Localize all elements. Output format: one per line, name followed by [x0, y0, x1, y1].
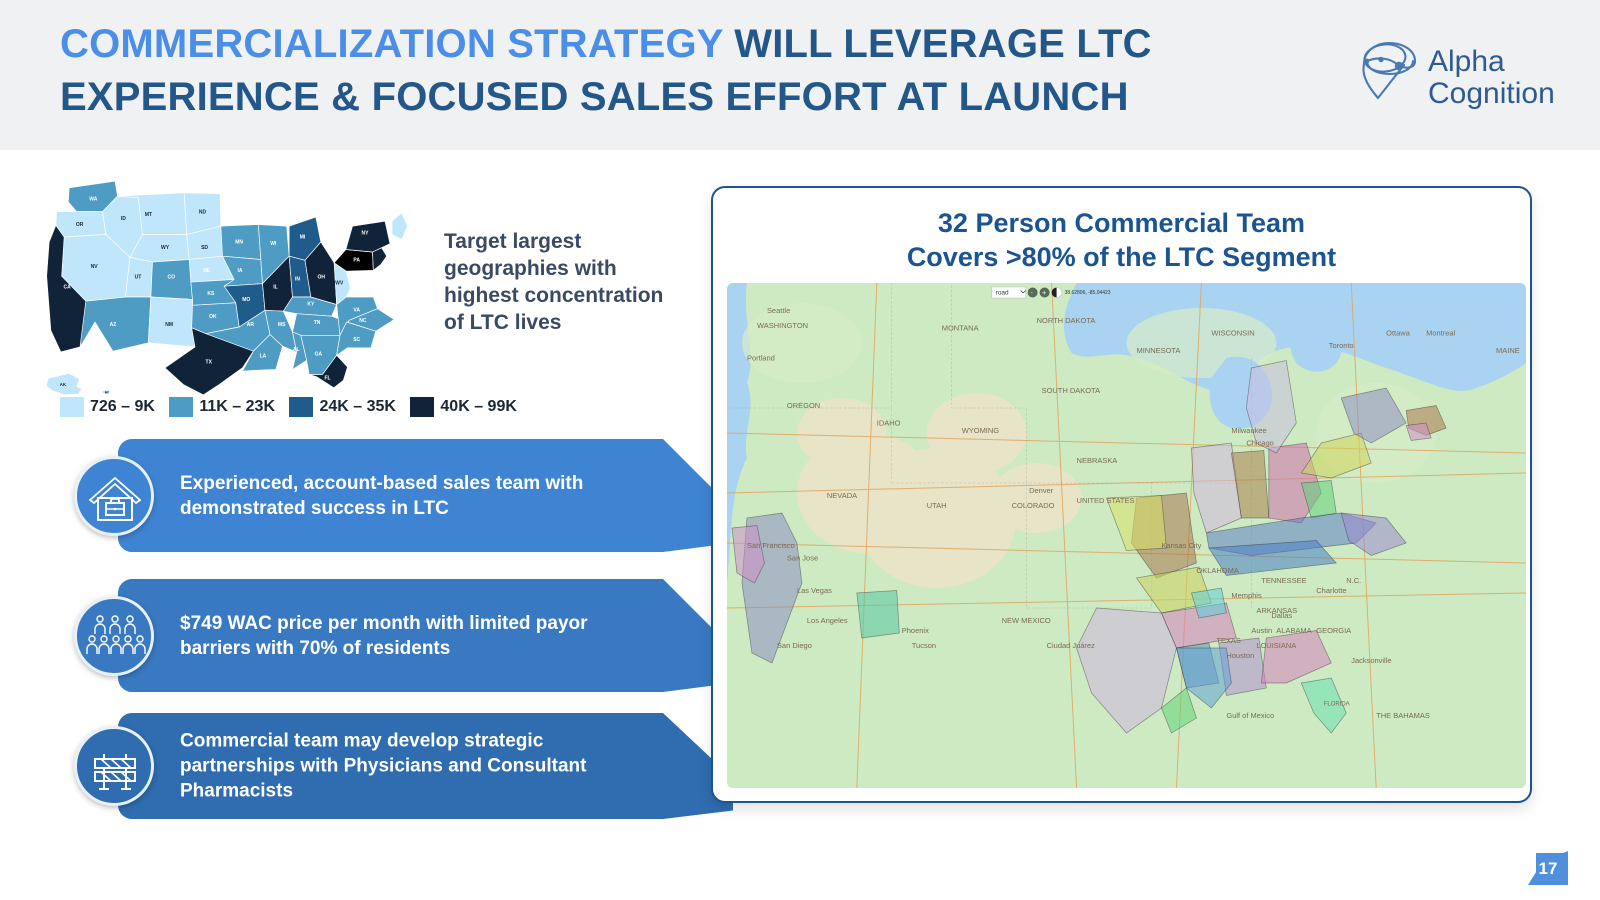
svg-text:NY: NY: [362, 231, 370, 237]
svg-text:Jacksonville: Jacksonville: [1351, 656, 1391, 665]
svg-text:WY: WY: [161, 245, 170, 251]
svg-text:PA: PA: [353, 258, 360, 264]
svg-text:MN: MN: [235, 240, 243, 246]
svg-text:FLORIDA: FLORIDA: [1324, 701, 1350, 707]
svg-text:IL: IL: [273, 285, 277, 291]
svg-text:GA: GA: [315, 351, 323, 357]
svg-text:AZ: AZ: [110, 322, 117, 328]
svg-text:WI: WI: [270, 241, 277, 247]
svg-text:LA: LA: [260, 353, 267, 359]
svg-text:SOUTH DAKOTA: SOUTH DAKOTA: [1042, 386, 1100, 395]
svg-text:CO: CO: [168, 274, 176, 280]
svg-text:NEBRASKA: NEBRASKA: [1077, 456, 1118, 465]
svg-text:IA: IA: [238, 268, 243, 274]
svg-text:Charlotte: Charlotte: [1316, 586, 1346, 595]
svg-text:UNITED STATES: UNITED STATES: [1077, 496, 1135, 505]
svg-text:KY: KY: [307, 301, 315, 307]
svg-text:OH: OH: [318, 274, 326, 280]
svg-text:MS: MS: [278, 322, 286, 328]
svg-text:OR: OR: [76, 222, 84, 228]
svg-text:NEW MEXICO: NEW MEXICO: [1002, 616, 1051, 625]
svg-text:SC: SC: [353, 337, 360, 343]
svg-text:San Diego: San Diego: [777, 641, 812, 650]
svg-text:NEVADA: NEVADA: [827, 491, 857, 500]
svg-text:Las Vegas: Las Vegas: [797, 586, 832, 595]
svg-text:GEORGIA: GEORGIA: [1316, 626, 1351, 635]
svg-text:TEXAS: TEXAS: [1216, 636, 1241, 645]
svg-text:Dallas: Dallas: [1271, 611, 1292, 620]
svg-text:WISCONSIN: WISCONSIN: [1211, 328, 1254, 337]
svg-text:NE: NE: [203, 268, 211, 274]
svg-text:VA: VA: [353, 308, 360, 314]
svg-text:CA: CA: [63, 285, 71, 291]
svg-text:Ottawa: Ottawa: [1386, 328, 1411, 337]
svg-text:ALABAMA: ALABAMA: [1276, 626, 1311, 635]
svg-text:ND: ND: [199, 210, 207, 216]
svg-text:MI: MI: [300, 235, 306, 241]
svg-text:Denver: Denver: [1029, 486, 1054, 495]
svg-text:MO: MO: [242, 297, 250, 303]
svg-text:AK: AK: [60, 382, 67, 387]
svg-text:TX: TX: [206, 360, 213, 366]
svg-text:NV: NV: [91, 264, 99, 270]
svg-text:Seattle: Seattle: [767, 306, 790, 315]
svg-text:THE BAHAMAS: THE BAHAMAS: [1376, 711, 1430, 720]
svg-text:KS: KS: [207, 291, 215, 297]
svg-text:Portland: Portland: [747, 353, 775, 362]
svg-text:Gulf of Mexico: Gulf of Mexico: [1226, 711, 1274, 720]
svg-text:LOUISIANA: LOUISIANA: [1256, 641, 1296, 650]
svg-text:Milwaukee: Milwaukee: [1231, 426, 1266, 435]
svg-text:AL: AL: [293, 347, 300, 353]
svg-text:-: -: [1031, 289, 1033, 296]
svg-text:SD: SD: [201, 245, 208, 251]
svg-text:road: road: [996, 289, 1009, 296]
svg-text:WYOMING: WYOMING: [962, 426, 1000, 435]
svg-text:Chicago: Chicago: [1246, 438, 1273, 447]
svg-text:Tucson: Tucson: [912, 641, 936, 650]
svg-text:MINNESOTA: MINNESOTA: [1136, 346, 1180, 355]
svg-text:Kansas City: Kansas City: [1161, 541, 1201, 550]
svg-text:Ciudad Juárez: Ciudad Juárez: [1047, 641, 1095, 650]
svg-text:Houston: Houston: [1226, 651, 1254, 660]
svg-text:Memphis: Memphis: [1231, 591, 1262, 600]
svg-text:38.62806, -85.04423: 38.62806, -85.04423: [1065, 290, 1111, 296]
svg-text:Toronto: Toronto: [1329, 341, 1354, 350]
svg-text:AR: AR: [247, 322, 255, 328]
svg-text:San Jose: San Jose: [787, 553, 818, 562]
svg-text:Cognition: Cognition: [1428, 77, 1555, 110]
svg-text:UTAH: UTAH: [927, 501, 947, 510]
svg-text:Los Angeles: Los Angeles: [807, 616, 848, 625]
svg-text:OKLAHOMA: OKLAHOMA: [1196, 566, 1238, 575]
svg-text:MAINE: MAINE: [1496, 346, 1520, 355]
svg-text:TENNESSEE: TENNESSEE: [1261, 576, 1306, 585]
svg-text:TN: TN: [314, 320, 321, 326]
svg-text:San Francisco: San Francisco: [747, 541, 795, 550]
svg-text:WA: WA: [89, 196, 97, 202]
svg-text:OREGON: OREGON: [787, 401, 820, 410]
svg-text:N.C.: N.C.: [1346, 576, 1361, 585]
svg-text:WASHINGTON: WASHINGTON: [757, 321, 808, 330]
svg-text:NM: NM: [165, 322, 173, 328]
svg-text:ID: ID: [121, 216, 126, 222]
svg-text:Montreal: Montreal: [1426, 328, 1455, 337]
svg-text:WV: WV: [335, 281, 344, 287]
svg-text:MT: MT: [145, 212, 152, 218]
svg-text:OK: OK: [209, 314, 217, 320]
svg-text:Austin: Austin: [1251, 626, 1272, 635]
svg-text:Alpha: Alpha: [1428, 45, 1505, 78]
svg-text:COLORADO: COLORADO: [1012, 501, 1055, 510]
svg-text:NC: NC: [359, 318, 367, 324]
svg-text:HI: HI: [105, 390, 109, 394]
svg-text:NORTH DAKOTA: NORTH DAKOTA: [1037, 316, 1096, 325]
svg-text:+: +: [1042, 290, 1046, 297]
svg-text:IN: IN: [295, 276, 300, 282]
svg-text:Phoenix: Phoenix: [902, 626, 929, 635]
svg-text:IDAHO: IDAHO: [877, 418, 901, 427]
svg-text:UT: UT: [135, 274, 142, 280]
svg-text:FL: FL: [324, 376, 330, 382]
svg-text:MONTANA: MONTANA: [942, 323, 979, 332]
